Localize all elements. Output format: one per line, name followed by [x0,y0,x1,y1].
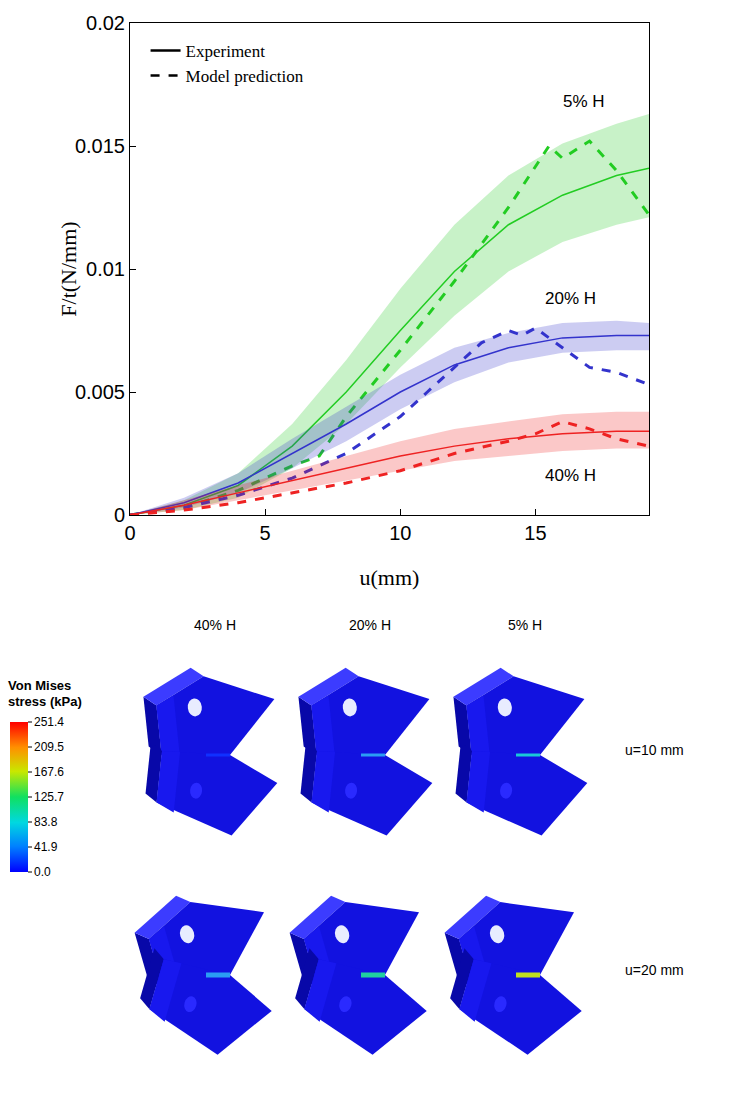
svg-text:u=10 mm: u=10 mm [625,742,684,758]
svg-text:5: 5 [260,522,271,544]
svg-text:15: 15 [524,522,546,544]
svg-text:0.01: 0.01 [86,258,125,280]
svg-text:41.9: 41.9 [34,840,58,854]
svg-text:Experiment: Experiment [186,42,266,61]
svg-text:5% H: 5% H [508,617,542,633]
svg-text:0.005: 0.005 [75,381,125,403]
svg-text:0.015: 0.015 [75,135,125,157]
svg-text:0: 0 [114,504,125,526]
svg-text:Model prediction: Model prediction [186,67,304,86]
svg-text:40% H: 40% H [194,617,236,633]
svg-text:0: 0 [124,522,135,544]
svg-text:209.5: 209.5 [34,740,64,754]
svg-text:20% H: 20% H [545,289,596,308]
svg-text:83.8: 83.8 [34,815,58,829]
svg-text:251.4: 251.4 [34,715,64,729]
svg-text:u=20 mm: u=20 mm [625,962,684,978]
svg-text:125.7: 125.7 [34,790,64,804]
svg-text:u(mm): u(mm) [360,565,420,590]
svg-text:167.6: 167.6 [34,765,64,779]
svg-text:stress (kPa): stress (kPa) [8,694,82,709]
svg-text:0.0: 0.0 [34,865,51,879]
svg-text:40% H: 40% H [545,466,596,485]
svg-text:F/t(N/mm): F/t(N/mm) [56,221,81,316]
svg-text:5% H: 5% H [563,92,605,111]
svg-text:0.02: 0.02 [86,12,125,34]
svg-text:10: 10 [389,522,411,544]
svg-text:Von Mises: Von Mises [8,678,71,693]
svg-text:20% H: 20% H [349,617,391,633]
